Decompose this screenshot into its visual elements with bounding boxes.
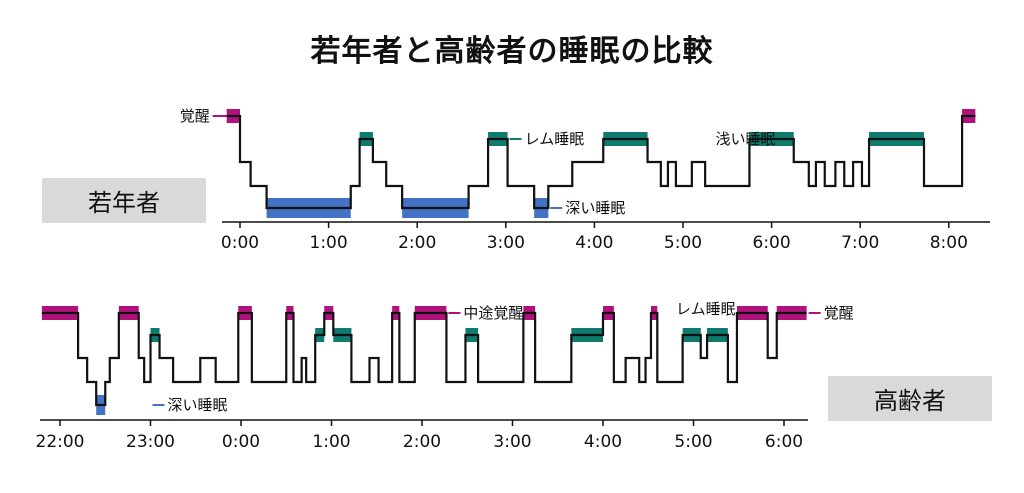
elder-x-tick-label: 4:00	[584, 432, 622, 452]
young-hypnogram-line	[226, 114, 976, 210]
young-x-tick-label: 2:00	[398, 233, 436, 253]
elder-x-tick-label: 5:00	[674, 432, 712, 452]
young-callout-label: 浅い睡眠	[716, 130, 776, 148]
young-group-label: 若年者	[42, 178, 206, 223]
young-x-tick-label: 0:00	[221, 233, 259, 253]
elder-callout-label: 中途覚醒	[463, 304, 523, 322]
elder-x-tick-label: 1:00	[312, 432, 350, 452]
young-x-tick-label: 7:00	[841, 233, 879, 253]
young-x-tick-label: 6:00	[753, 233, 791, 253]
elder-x-tick-label: 6:00	[765, 432, 803, 452]
young-x-tick-label: 4:00	[575, 233, 613, 253]
elder-x-tick-label: 3:00	[493, 432, 531, 452]
page-title: 若年者と高齢者の睡眠の比較	[310, 34, 714, 69]
young-x-tick-label: 8:00	[930, 233, 968, 253]
elder-callout-label: レム睡眠	[676, 300, 736, 318]
elder-callout-label: 覚醒	[824, 304, 854, 322]
young-x-tick-label: 3:00	[487, 233, 525, 253]
elder-x-tick-label: 23:00	[126, 432, 175, 452]
young-callout-label: 深い睡眠	[565, 199, 625, 217]
elder-x-tick-label: 2:00	[403, 432, 441, 452]
young-callout-label: 覚醒	[180, 107, 210, 125]
young-x-tick-label: 5:00	[664, 233, 702, 253]
elder-callout-label: 深い睡眠	[168, 396, 228, 414]
young-callout-label: レム睡眠	[525, 130, 585, 148]
young-x-tick-label: 1:00	[310, 233, 348, 253]
elder-hypnogram-line	[41, 311, 807, 407]
elder-group-label: 高齢者	[828, 376, 992, 421]
elder-x-tick-label: 0:00	[222, 432, 260, 452]
elder-x-tick-label: 22:00	[36, 432, 85, 452]
